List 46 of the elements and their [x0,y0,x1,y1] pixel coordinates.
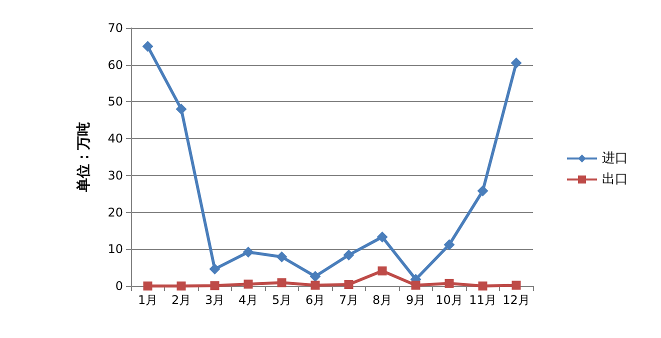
point [344,280,354,290]
point [478,282,488,290]
y-tick-label: 40 [108,132,123,146]
point [242,246,254,258]
x-tick-label: 6月 [305,293,326,307]
x-tick-label: 12月 [502,293,530,307]
y-axis-title: 单位：万吨 [76,122,92,193]
x-tick-label: 7月 [338,293,359,307]
x-tick-label: 1月 [138,293,158,307]
point [444,278,454,288]
point [510,58,522,69]
y-tick-label: 10 [108,242,123,256]
y-tick-label: 50 [108,94,123,109]
x-tick-label: 11月 [469,293,496,307]
point [376,231,388,242]
x-tick-label: 3月 [204,293,225,307]
point [142,40,154,52]
point [176,282,186,290]
point [477,185,488,196]
y-tick-label: 0 [115,279,123,293]
y-tick-label: 60 [108,58,123,72]
point [143,282,152,290]
legend-label: 出口 [602,172,628,187]
point [378,266,387,276]
point [343,250,354,261]
point [310,280,320,290]
point [210,281,220,290]
point [277,278,286,288]
point [512,280,521,290]
x-tick-label: 9月 [406,293,426,307]
point [411,280,420,290]
point [209,264,220,275]
y-tick-label: 70 [108,21,123,35]
y-tick-label: 30 [108,168,123,182]
y-tick-label: 20 [108,205,123,220]
point [276,251,288,262]
x-tick-label: 8月 [372,293,392,307]
point [310,270,321,282]
point [444,239,455,250]
x-tick-label: 10月 [436,293,463,307]
x-tick-label: 2月 [171,293,192,307]
point [176,104,187,115]
point [244,280,253,289]
x-tick-label: 5月 [272,293,292,307]
legend-label: 进口 [602,151,628,166]
x-tick-label: 4月 [238,293,258,307]
